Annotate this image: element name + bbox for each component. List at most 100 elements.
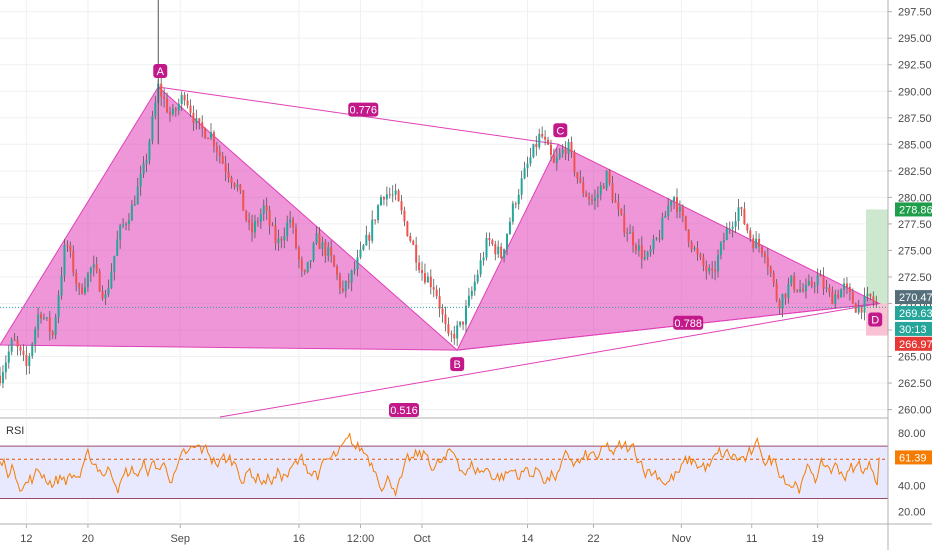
time-tick-label: 16 bbox=[293, 533, 305, 545]
candle-body bbox=[655, 238, 658, 240]
candle-body bbox=[608, 171, 611, 184]
candle-body bbox=[506, 233, 509, 250]
point-a-label-bg bbox=[153, 64, 168, 79]
candle-body bbox=[758, 238, 761, 247]
candle-body bbox=[717, 254, 720, 272]
candle-body bbox=[485, 238, 488, 258]
point-b-label-text: B bbox=[454, 359, 461, 371]
candle-body bbox=[122, 224, 125, 226]
candle-body bbox=[503, 249, 506, 258]
candle-body bbox=[359, 249, 362, 258]
candle-body bbox=[544, 136, 547, 140]
candle-body bbox=[186, 100, 189, 106]
time-axis[interactable]: 12 20 Sep 16 12:00 Oct 14 22 Nov 11 19 bbox=[20, 524, 824, 545]
candle-body bbox=[204, 128, 207, 139]
candle-body bbox=[183, 94, 186, 101]
candle-body bbox=[467, 295, 470, 306]
candle-body bbox=[101, 291, 104, 299]
candle-body bbox=[221, 156, 224, 164]
candle-body bbox=[248, 219, 251, 223]
candle-body bbox=[772, 273, 775, 283]
rsi-tick-label: 80.00 bbox=[898, 428, 926, 440]
ratio-xd-label-bg bbox=[389, 403, 419, 417]
candle-body bbox=[632, 231, 635, 246]
candle-body bbox=[327, 247, 330, 256]
candle-body bbox=[107, 287, 110, 295]
candle-body bbox=[377, 205, 380, 221]
candle-body bbox=[593, 197, 596, 201]
candle-body bbox=[163, 96, 166, 99]
candle-body bbox=[1, 372, 4, 384]
candle-body bbox=[116, 239, 119, 256]
candle-body bbox=[418, 262, 421, 271]
target-zone bbox=[866, 209, 888, 304]
candle-body bbox=[347, 280, 350, 283]
candle-body bbox=[37, 314, 40, 330]
price-tick-label: 292.50 bbox=[898, 60, 932, 72]
candle-body bbox=[456, 325, 459, 339]
candle-body bbox=[714, 269, 717, 272]
candle-body bbox=[441, 308, 444, 315]
candle-body bbox=[253, 221, 256, 233]
candle-body bbox=[746, 224, 749, 231]
time-tick-label: 22 bbox=[587, 533, 599, 545]
candle-body bbox=[391, 194, 394, 196]
candle-body bbox=[415, 244, 418, 263]
point-c-label: C bbox=[553, 123, 568, 138]
candle-body bbox=[687, 229, 690, 243]
candle-body bbox=[227, 171, 230, 178]
point-b-label: B bbox=[450, 357, 465, 372]
time-tick-label: Sep bbox=[170, 533, 190, 545]
candle-body bbox=[139, 173, 142, 187]
price-tag: 270.47 bbox=[895, 290, 932, 305]
candle-body bbox=[113, 255, 116, 272]
candle-body bbox=[652, 239, 655, 250]
rsi-title: RSI bbox=[6, 425, 24, 437]
price-tag-text: 269.63 bbox=[899, 308, 932, 320]
candle-body bbox=[34, 329, 37, 344]
candle-body bbox=[637, 245, 640, 251]
candle-body bbox=[848, 286, 851, 293]
candle-body bbox=[784, 294, 787, 298]
candle-body bbox=[412, 240, 415, 245]
candle-body bbox=[702, 257, 705, 266]
candle-body bbox=[212, 132, 215, 147]
candle-body bbox=[382, 197, 385, 200]
candle-body bbox=[265, 205, 268, 211]
price-tick-label: 280.00 bbox=[898, 192, 932, 204]
rsi-line bbox=[0, 432, 880, 498]
candle-body bbox=[426, 276, 429, 283]
candle-body bbox=[318, 233, 321, 250]
time-tick-label: 14 bbox=[521, 533, 533, 545]
candle-body bbox=[599, 185, 602, 195]
candle-body bbox=[429, 276, 432, 288]
candle-body bbox=[643, 256, 646, 260]
candle-body bbox=[432, 287, 435, 290]
ratio-xd-label-text: 0.516 bbox=[390, 405, 418, 417]
point-d-label-text: D bbox=[871, 314, 879, 326]
price-tag-bg bbox=[895, 321, 932, 336]
candle-body bbox=[690, 242, 693, 249]
candle-body bbox=[470, 290, 473, 296]
candle-body bbox=[473, 281, 476, 291]
candle-body bbox=[166, 98, 169, 112]
candle-body bbox=[60, 275, 63, 296]
candle-body bbox=[324, 242, 327, 256]
candle-body bbox=[796, 289, 799, 292]
candle-body bbox=[781, 294, 784, 309]
candle-body bbox=[42, 317, 45, 319]
candle-body bbox=[303, 270, 306, 272]
candle-body bbox=[168, 111, 171, 115]
price-bars bbox=[0, 0, 878, 389]
bd-leg bbox=[457, 302, 880, 351]
candle-body bbox=[605, 171, 608, 189]
candle-body bbox=[224, 163, 227, 172]
candle-body bbox=[297, 247, 300, 260]
price-tick-label: 277.50 bbox=[898, 219, 932, 231]
candle-body bbox=[7, 351, 10, 363]
candle-body bbox=[22, 350, 25, 355]
candle-body bbox=[532, 144, 535, 158]
rsi-band-fill bbox=[0, 446, 888, 499]
candle-body bbox=[658, 238, 661, 240]
